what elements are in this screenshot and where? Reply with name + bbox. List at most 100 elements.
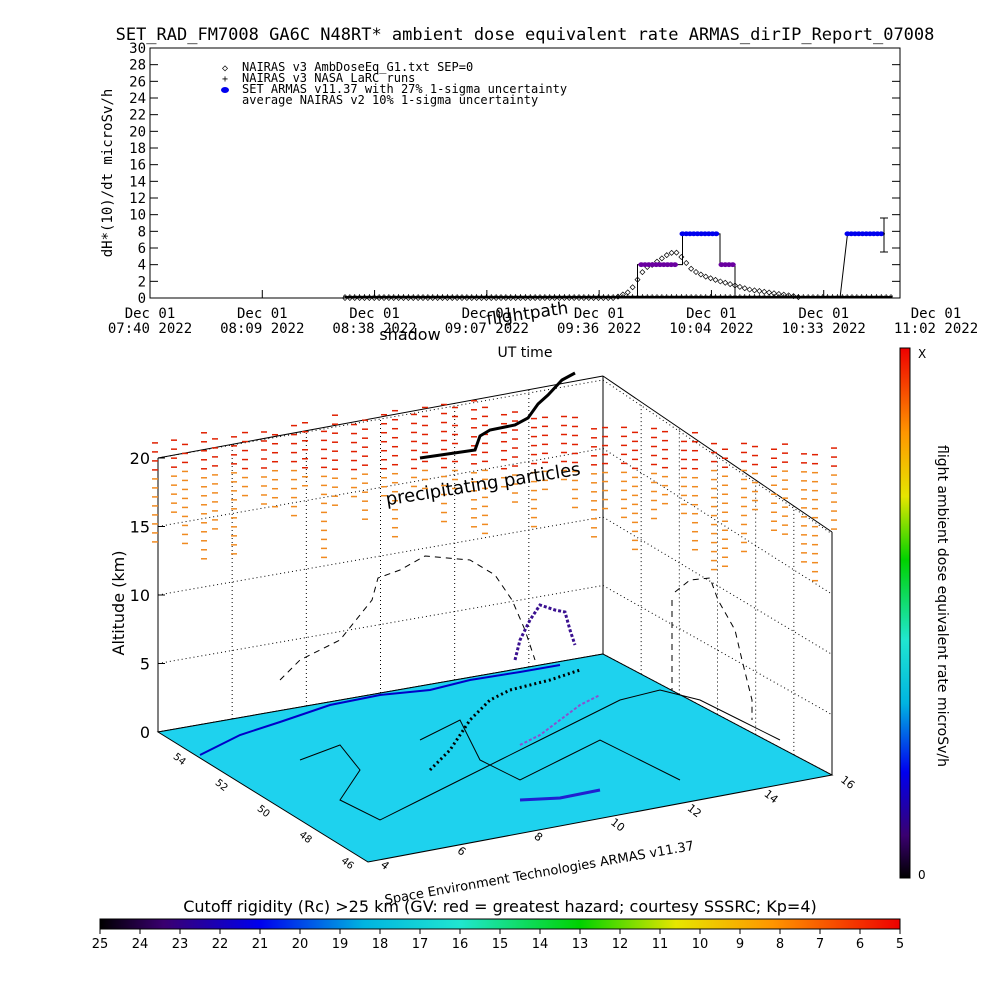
- colorbar-tick-label: 10: [692, 937, 709, 952]
- nairas-point: [678, 254, 685, 260]
- colorbar-tick-label: 24: [132, 937, 149, 952]
- legend-entry: SET ARMAS v11.37 with 27% 1-sigma uncert…: [242, 82, 567, 96]
- nairas-point: [697, 271, 704, 278]
- longitude-tick-label: 8: [531, 830, 545, 845]
- armas-point: [878, 231, 885, 237]
- legend-entry: NAIRAS v3 NASA LaRC runs: [242, 71, 415, 85]
- colorbar-tick-label: 6: [856, 937, 864, 952]
- colorbar-bottom-scale: [99, 918, 901, 930]
- figure-title: SET_RAD_FM7008 GA6C N48RT* ambient dose …: [116, 25, 935, 45]
- x-tick-label-date: Dec 01: [911, 306, 962, 322]
- legend-symbol: ◇: [222, 63, 228, 74]
- nairas-point: [736, 283, 743, 290]
- altitude-ticks: 0 5 10 15 20: [130, 449, 165, 742]
- flight-path-descent: [513, 603, 577, 661]
- x-tick-label-time: 08:38 2022: [332, 321, 416, 337]
- particles-label: precipitating particles: [384, 459, 582, 511]
- latitude-tick-label: 52: [213, 777, 230, 794]
- grid-line-back: [157, 448, 604, 527]
- y-tick-label: 28: [129, 58, 146, 74]
- longitude-tick-label: 16: [838, 773, 857, 792]
- country-borders-2: [419, 719, 681, 781]
- colorbar-tick-label: 18: [372, 937, 389, 952]
- colorbar-bottom-label: Cutoff rigidity (Rc) >25 km (GV: red = g…: [183, 897, 817, 916]
- x-tick-label-date: Dec 01: [798, 306, 849, 322]
- y-tick-label: 12: [129, 191, 146, 207]
- legend-symbol: +: [222, 74, 228, 85]
- armas-point: [713, 231, 720, 237]
- nairas-point: [717, 278, 724, 285]
- longitude-tick-label: 4: [378, 858, 392, 873]
- y-tick-label: 20: [129, 124, 146, 140]
- colorbar-tick-label: 22: [212, 937, 229, 952]
- y-tick-label: 0: [138, 291, 146, 307]
- colorbar-tick-label: 5: [896, 937, 904, 952]
- x-tick-label-time: 07:40 2022: [108, 321, 192, 337]
- legend-symbol: [221, 87, 229, 93]
- x-tick-label-time: 10:33 2022: [782, 321, 866, 337]
- altitude-tick-label: 10: [130, 586, 150, 605]
- altitude-tick-label: 5: [140, 655, 150, 674]
- grid-line-side: [602, 516, 833, 655]
- x-tick-label-time: 09:07 2022: [445, 321, 529, 337]
- y-tick-label: 6: [138, 241, 146, 257]
- colorbar-tick-label: 17: [412, 937, 429, 952]
- nairas-point: [751, 287, 758, 294]
- right-colorbar: X 0 flight ambient dose equivalent rate …: [899, 347, 950, 882]
- x-tick-label-time: 10:04 2022: [669, 321, 753, 337]
- nairas-point: [688, 265, 695, 272]
- colorbar-right-bottom: 0: [918, 868, 926, 882]
- shadow-outline: [279, 555, 753, 720]
- longitude-tick-label: 14: [761, 787, 780, 806]
- colorbar-right-top: X: [918, 347, 926, 361]
- y-tick-label: 22: [129, 108, 146, 124]
- y-tick-label: 4: [138, 258, 146, 274]
- x-tick-label-date: Dec 01: [349, 306, 400, 322]
- nairas-point: [673, 249, 680, 256]
- y-tick-label: 2: [138, 274, 146, 290]
- latitude-tick-label: 48: [297, 829, 314, 846]
- latitude-tick-label: 54: [171, 751, 188, 768]
- colorbar-tick-label: 16: [452, 937, 469, 952]
- nairas-point: [707, 275, 714, 282]
- nairas-point: [629, 284, 636, 291]
- nairas-point: [658, 255, 665, 262]
- y-tick-label: 8: [138, 224, 146, 240]
- nairas-point: [702, 273, 709, 280]
- flight-path-upper: [419, 371, 576, 460]
- colorbar-tick-label: 23: [172, 937, 189, 952]
- nairas-point: [663, 252, 670, 259]
- x-tick-label-date: Dec 01: [574, 306, 625, 322]
- nairas-point: [693, 269, 699, 275]
- armas-point: [729, 262, 736, 268]
- x-tick-label-time: 09:36 2022: [557, 321, 641, 337]
- x-tick-label-date: Dec 01: [125, 306, 176, 322]
- nairas-point: [790, 293, 797, 300]
- y-tick-label: 10: [129, 208, 146, 224]
- altitude-tick-label: 0: [140, 723, 150, 742]
- x-tick-label-date: Dec 01: [462, 306, 513, 322]
- y-tick-label: 24: [129, 91, 146, 107]
- y-tick-label: 14: [129, 174, 146, 190]
- legend-entry: NAIRAS v3 AmbDoseEq_G1.txt SEP=0: [242, 60, 473, 74]
- nairas-point: [741, 285, 748, 292]
- precipitating-particles: [152, 400, 837, 582]
- coastline: [199, 664, 561, 756]
- legend-entry: average NAIRAS v2 10% 1-sigma uncertaint…: [242, 93, 538, 107]
- nairas-point: [712, 276, 719, 283]
- colorbar-right-label: flight ambient dose equivalent rate micr…: [934, 445, 950, 767]
- flight-path: [419, 371, 577, 661]
- x-axis-label: UT time: [498, 345, 553, 361]
- colorbar-tick-label: 8: [776, 937, 784, 952]
- x-tick-label-time: 11:02 2022: [894, 321, 978, 337]
- colorbar-tick-label: 25: [92, 937, 109, 952]
- longitude-tick-label: 6: [455, 844, 469, 859]
- altitude-tick-label: 15: [130, 518, 150, 537]
- map-surface: [156, 653, 834, 863]
- x-tick-label-date: Dec 01: [686, 306, 737, 322]
